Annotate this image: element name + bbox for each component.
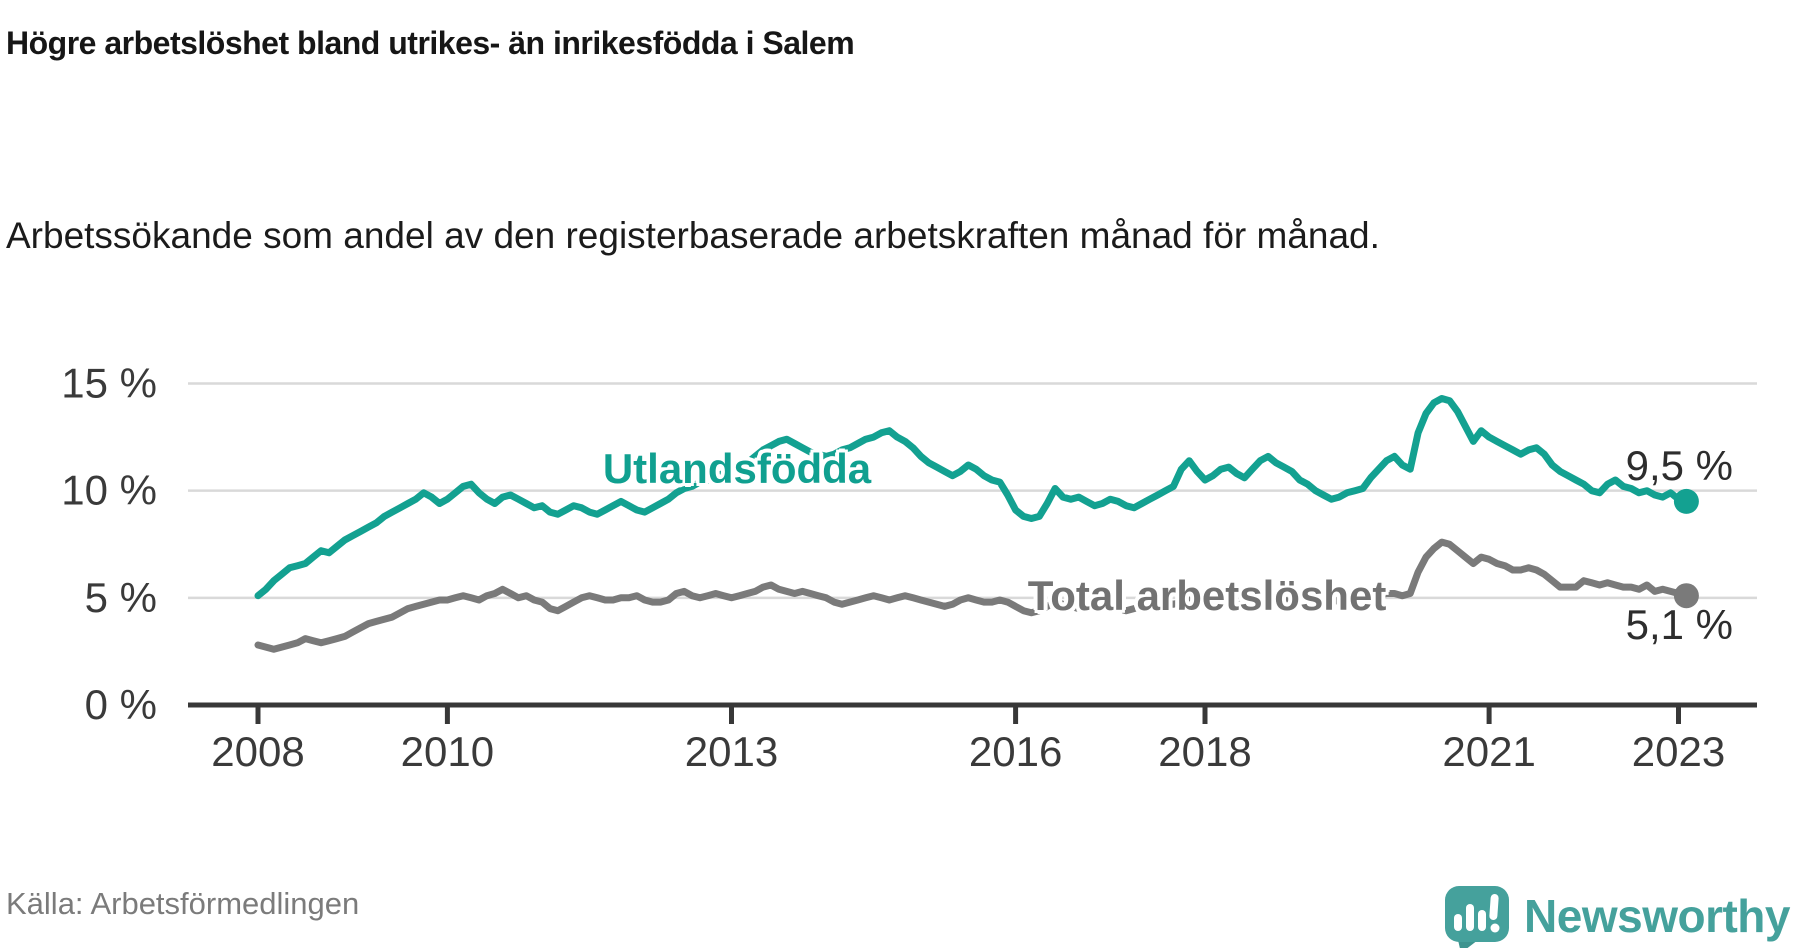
y-tick-label: 5 % (85, 574, 157, 621)
series-line-total (254, 538, 1690, 653)
x-tick-label: 2021 (1442, 728, 1535, 775)
x-tick-label: 2018 (1158, 728, 1251, 775)
series-label-utlandsfodda: Utlandsfödda (602, 445, 872, 492)
y-tick-label: 15 % (61, 360, 157, 407)
y-tick-label: 10 % (61, 467, 157, 514)
x-tick-label: 2010 (401, 728, 494, 775)
page-title: Högre arbetslöshet bland utrikes- än inr… (6, 25, 855, 62)
series-end-dot-total (1673, 583, 1699, 609)
newsworthy-logo: Newsworthy (1444, 878, 1790, 948)
series-end-dot-utlandsfodda (1673, 488, 1699, 514)
source-note: Källa: Arbetsförmedlingen (6, 886, 360, 921)
x-tick-label: 2013 (685, 728, 778, 775)
end-value-label-utlandsfodda: 9,5 % (1625, 442, 1733, 489)
newsworthy-icon (1445, 886, 1510, 948)
x-tick-label: 2008 (211, 728, 304, 775)
series-line-utlandsfodda (254, 395, 1690, 600)
series-label-total: Total arbetslöshet (1027, 572, 1387, 619)
end-value-label-total: 5,1 % (1625, 601, 1733, 648)
y-tick-label: 0 % (85, 681, 157, 728)
newsworthy-wordmark: Newsworthy (1524, 890, 1790, 942)
chart-subtitle: Arbetssökande som andel av den registerb… (6, 215, 1380, 256)
x-tick-label: 2016 (969, 728, 1062, 775)
x-tick-label: 2023 (1632, 728, 1725, 775)
